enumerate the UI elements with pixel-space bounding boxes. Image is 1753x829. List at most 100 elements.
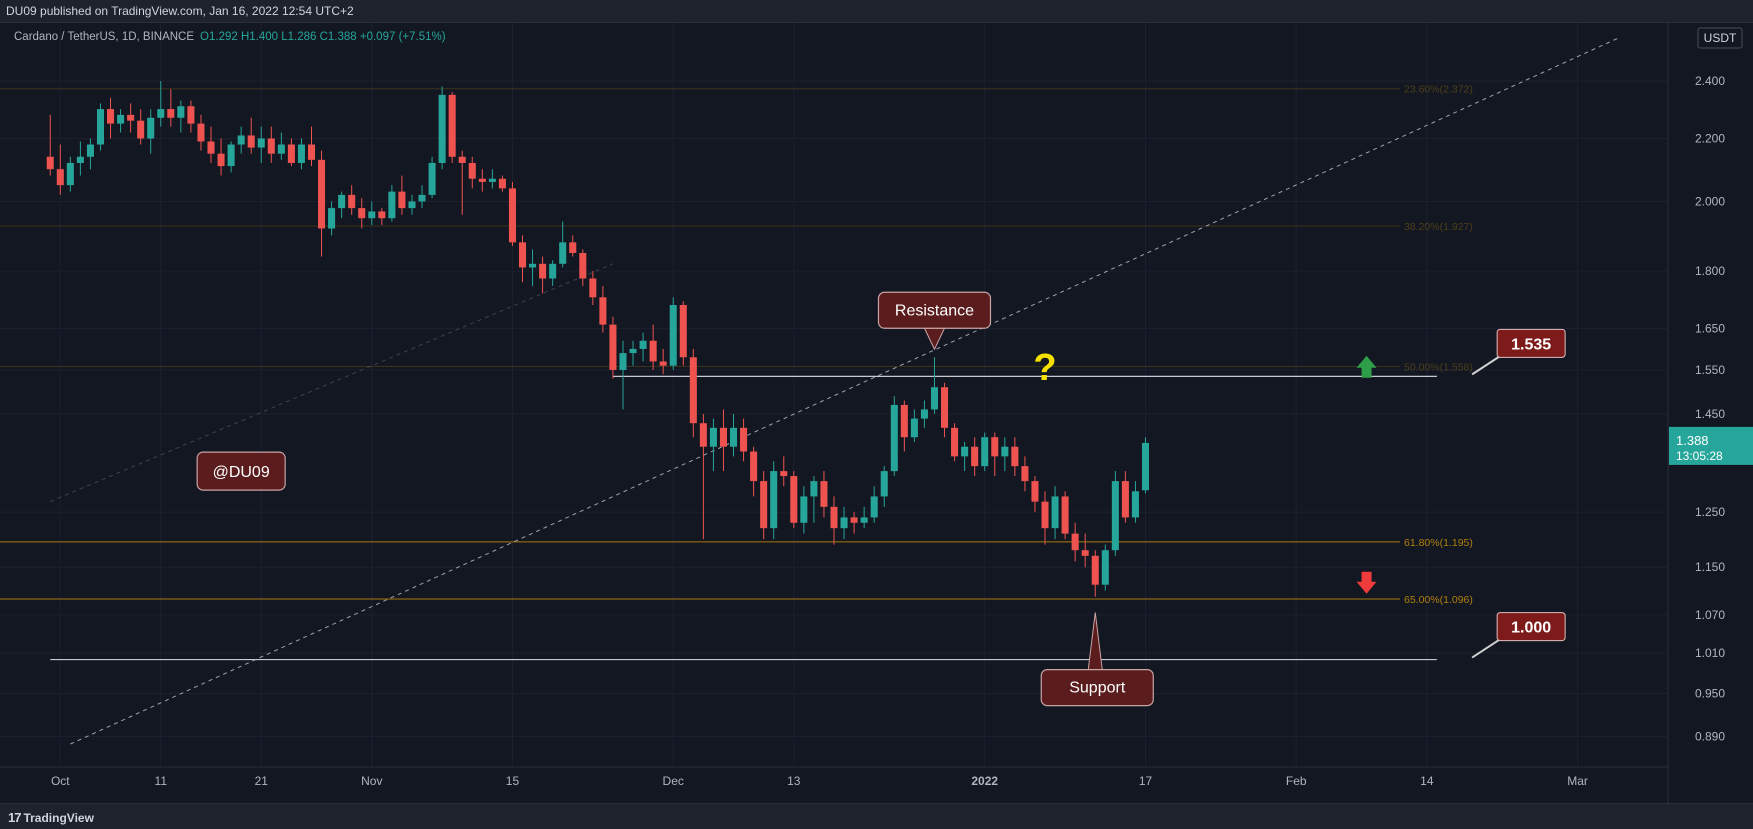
publish-line: DU09 published on TradingView.com, Jan 1…: [6, 4, 354, 18]
candle-body: [468, 162, 476, 179]
candle: [529, 249, 537, 286]
price-tick-label: 1.800: [1695, 264, 1725, 278]
candle: [56, 144, 64, 195]
candle-body: [418, 194, 426, 202]
candle: [1111, 471, 1119, 556]
candle: [408, 194, 416, 215]
candle: [800, 486, 808, 534]
candle: [770, 461, 778, 540]
price-target-pointer: [1471, 354, 1502, 376]
candles: [46, 80, 1150, 597]
support-callout: Support: [1040, 612, 1154, 707]
candle-body: [518, 242, 527, 268]
currency-badge-frame: [1697, 27, 1743, 49]
candle-body: [207, 141, 215, 154]
candle: [1101, 544, 1109, 591]
candle: [920, 400, 928, 428]
candle: [177, 100, 185, 133]
candle-body: [187, 106, 195, 124]
candle-body: [277, 144, 285, 154]
currency-badge[interactable]: USDT: [1697, 27, 1743, 49]
candle: [981, 432, 989, 472]
trend-lines: [50, 37, 1618, 745]
arrow-down-icon: [1356, 571, 1377, 594]
candle-body: [740, 427, 748, 452]
ohlc-values: O1.292 H1.400 L1.286 C1.388 +0.097 (+7.5…: [200, 31, 446, 43]
candle: [127, 103, 135, 133]
price-target-tag: 1.000: [1471, 612, 1566, 659]
price-target-label: 1.000: [1511, 620, 1551, 637]
candle-body: [669, 305, 677, 366]
candle-body: [287, 144, 295, 163]
candle-body: [730, 427, 738, 447]
candle: [569, 235, 577, 257]
candle-body: [107, 109, 115, 124]
candle: [649, 324, 657, 370]
candle: [398, 175, 406, 215]
candle: [318, 150, 326, 257]
candle: [76, 141, 84, 176]
candle-body: [800, 496, 808, 523]
candle-body: [770, 471, 778, 529]
candle: [750, 446, 758, 497]
candle: [1081, 533, 1089, 568]
time-tick-label: 17: [1139, 774, 1153, 788]
price-tick-label: 2.000: [1695, 194, 1725, 208]
tradingview-logo[interactable]: 17 TradingView: [8, 810, 94, 825]
candle: [388, 185, 396, 222]
candle: [438, 86, 446, 170]
candle-body: [458, 156, 466, 163]
candle: [1041, 491, 1049, 545]
candle-body: [971, 446, 979, 467]
candle: [1031, 476, 1039, 513]
resistance-callout-box: [877, 291, 992, 329]
fib-level-label: 65.00%(1.096): [1404, 594, 1473, 606]
last-price-value: 1.388: [1676, 433, 1709, 448]
candle: [830, 496, 838, 545]
publish-header: DU09 published on TradingView.com, Jan 1…: [0, 0, 1753, 23]
candle: [1021, 456, 1029, 492]
candle: [589, 271, 597, 306]
candle: [227, 141, 235, 173]
horizontal-lines: [50, 375, 1437, 661]
arrow-up-icon: [1356, 355, 1377, 378]
time-axis[interactable]: Oct 11 21 Nov 15 Dec 13 2022 17 Feb 14 Mar: [51, 774, 1588, 788]
candle-body: [358, 208, 366, 219]
candle-body: [297, 144, 305, 163]
candle-body: [920, 409, 928, 419]
price-tick-label: 1.150: [1695, 560, 1725, 574]
candle-body: [941, 387, 949, 428]
symbol-title: Cardano / TetherUS, 1D, BINANCE O1.292 H1…: [14, 31, 446, 43]
candle-body: [66, 162, 74, 186]
candle-body: [247, 135, 255, 148]
price-chart[interactable]: 23.60%(2.372) 38.20%(1.927) 50.00%(1.558) 6…: [0, 23, 1753, 803]
candle: [860, 506, 868, 529]
candle-body: [991, 437, 999, 457]
price-target-box: [1496, 612, 1566, 642]
grid: [0, 23, 1668, 767]
candle: [448, 92, 456, 163]
candle-body: [498, 178, 506, 189]
candle: [187, 100, 195, 133]
candle: [930, 357, 938, 415]
candle: [358, 198, 366, 229]
candle-body: [619, 353, 627, 370]
candle-body: [910, 418, 918, 438]
candle-body: [599, 297, 607, 325]
candle-body: [338, 194, 346, 209]
price-target-pointer: [1471, 637, 1502, 659]
candle: [328, 201, 336, 236]
candle-body: [157, 109, 165, 118]
candle: [1051, 486, 1059, 540]
support-callout-label: Support: [1069, 680, 1126, 697]
price-axis[interactable]: 2.400 2.200 2.000 1.800 1.650 1.550 1.450 1.250…: [1695, 74, 1725, 744]
author-tag: @DU09: [196, 451, 286, 491]
candle: [740, 418, 748, 462]
candle: [579, 249, 587, 286]
candle: [508, 181, 516, 246]
price-tick-label: 1.450: [1695, 407, 1725, 421]
candle-body: [810, 481, 818, 497]
candle: [378, 208, 386, 226]
candle: [167, 89, 175, 127]
candle-body: [1111, 481, 1119, 551]
